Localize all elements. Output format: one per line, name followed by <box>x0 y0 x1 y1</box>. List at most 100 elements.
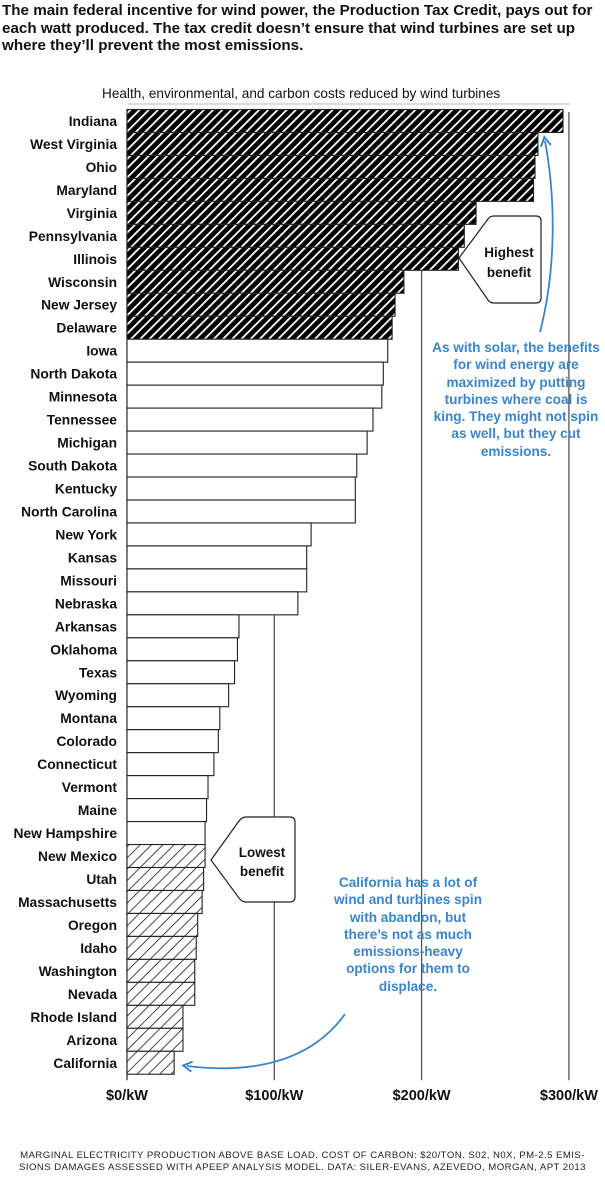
bar-iowa <box>126 338 389 363</box>
label-north-carolina: North Carolina <box>21 504 117 519</box>
bar-wisconsin <box>126 269 405 294</box>
bar-south-dakota <box>126 453 358 478</box>
solar-note-arrow-icon <box>539 135 554 333</box>
label-kentucky: Kentucky <box>55 482 117 497</box>
label-maine: Maine <box>78 803 117 818</box>
label-oklahoma: Oklahoma <box>50 642 117 657</box>
bar-minnesota <box>126 384 383 409</box>
x-tick-200: $200/kW <box>393 1088 451 1104</box>
label-vermont: Vermont <box>62 780 118 795</box>
callout-lowest-line2: benefit <box>240 864 285 879</box>
bar-oklahoma <box>126 637 239 662</box>
bar-tennessee <box>126 407 374 432</box>
headline: The main federal incentive for wind powe… <box>2 2 593 54</box>
footnote-line-1: MARGINAL ELECTRICITY PRODUCTION ABOVE BA… <box>20 1150 585 1161</box>
bar-north-dakota <box>126 361 384 386</box>
label-arizona: Arizona <box>66 1033 117 1048</box>
label-missouri: Missouri <box>60 573 117 588</box>
bar-montana <box>126 706 221 731</box>
bar-illinois <box>126 246 459 271</box>
label-south-dakota: South Dakota <box>28 459 117 474</box>
solar-annotation: As with solar, the benefits for wind ene… <box>432 340 600 459</box>
label-west-virginia: West Virginia <box>30 137 117 152</box>
label-indiana: Indiana <box>69 114 118 129</box>
label-michigan: Michigan <box>57 436 117 451</box>
x-tick-0: $0/kW <box>106 1088 148 1104</box>
label-wyoming: Wyoming <box>55 688 117 703</box>
bar-pennsylvania <box>126 223 465 248</box>
california-note-arrow-icon <box>181 1013 346 1073</box>
label-arkansas: Arkansas <box>55 619 117 634</box>
bar-rhode-island <box>126 1004 184 1029</box>
footnote-line-2: SIONS DAMAGES ASSESSED WITH APEEP ANALYS… <box>19 1162 586 1173</box>
x-tick-300: $300/kW <box>540 1088 598 1104</box>
highest-benefit-callout: Highest benefit <box>458 215 542 304</box>
bar-washington <box>126 958 196 983</box>
bar-vermont <box>126 775 209 800</box>
state-labels: Indiana West Virginia Ohio Maryland Virginia… <box>13 114 117 1071</box>
bar-north-carolina <box>126 499 356 524</box>
bar-kansas <box>126 545 308 570</box>
label-utah: Utah <box>86 872 117 887</box>
label-tennessee: Tennessee <box>47 413 118 428</box>
x-axis-labels: $0/kW $100/kW $200/kW $300/kW <box>106 1088 598 1104</box>
label-new-mexico: New Mexico <box>38 849 117 864</box>
bar-new-mexico <box>126 843 206 869</box>
label-virginia: Virginia <box>67 206 118 221</box>
label-iowa: Iowa <box>86 344 117 359</box>
label-idaho: Idaho <box>80 941 117 956</box>
bar-new-york <box>126 522 312 547</box>
footnote: MARGINAL ELECTRICITY PRODUCTION ABOVE BA… <box>0 1150 605 1174</box>
label-north-dakota: North Dakota <box>30 367 117 382</box>
label-new-hampshire: New Hampshire <box>13 826 117 841</box>
label-minnesota: Minnesota <box>49 390 118 405</box>
bar-ohio <box>126 154 536 179</box>
callout-highest-line2: benefit <box>487 265 532 280</box>
label-massachusetts: Massachusetts <box>18 895 117 910</box>
label-kansas: Kansas <box>68 550 117 565</box>
x-tick-100: $100/kW <box>245 1088 303 1104</box>
bar-utah <box>126 866 205 892</box>
label-oregon: Oregon <box>68 918 117 933</box>
label-nevada: Nevada <box>68 987 117 1002</box>
label-new-jersey: New Jersey <box>41 298 117 313</box>
label-colorado: Colorado <box>56 734 117 749</box>
bar-wyoming <box>126 683 230 708</box>
bar-nebraska <box>126 591 299 616</box>
bar-maine <box>126 798 208 823</box>
bar-chart: Indiana West Virginia Ohio Maryland Virginia… <box>13 103 598 1104</box>
bar-colorado <box>126 729 219 754</box>
bar-indiana <box>126 108 564 134</box>
label-pennsylvania: Pennsylvania <box>29 229 118 244</box>
bars <box>126 108 564 1075</box>
label-illinois: Illinois <box>73 252 117 267</box>
california-annotation: California has a lot of wind and turbine… <box>333 875 483 994</box>
bar-nevada <box>126 981 196 1006</box>
callout-lowest-line1: Lowest <box>239 845 286 860</box>
bar-texas <box>126 660 236 685</box>
bar-michigan <box>126 430 368 455</box>
label-delaware: Delaware <box>56 321 117 336</box>
label-ohio: Ohio <box>86 160 117 175</box>
bar-arkansas <box>126 614 240 639</box>
label-montana: Montana <box>60 711 117 726</box>
bar-missouri <box>126 568 308 593</box>
bar-delaware <box>126 315 393 340</box>
bar-virginia <box>126 200 477 225</box>
label-texas: Texas <box>79 665 117 680</box>
label-new-york: New York <box>55 527 117 542</box>
bar-new-hampshire <box>126 821 206 846</box>
bar-idaho <box>126 935 197 960</box>
bar-kentucky <box>126 476 356 501</box>
label-california: California <box>53 1056 117 1071</box>
bar-arizona <box>126 1027 184 1052</box>
label-wisconsin: Wisconsin <box>48 275 117 290</box>
label-maryland: Maryland <box>56 183 117 198</box>
label-nebraska: Nebraska <box>55 596 117 611</box>
lowest-benefit-callout: Lowest benefit <box>210 816 296 903</box>
label-rhode-island: Rhode Island <box>30 1010 117 1025</box>
bar-maryland <box>126 177 535 202</box>
label-connecticut: Connecticut <box>37 757 117 772</box>
bar-connecticut <box>126 752 215 777</box>
bar-new-jersey <box>126 292 396 317</box>
